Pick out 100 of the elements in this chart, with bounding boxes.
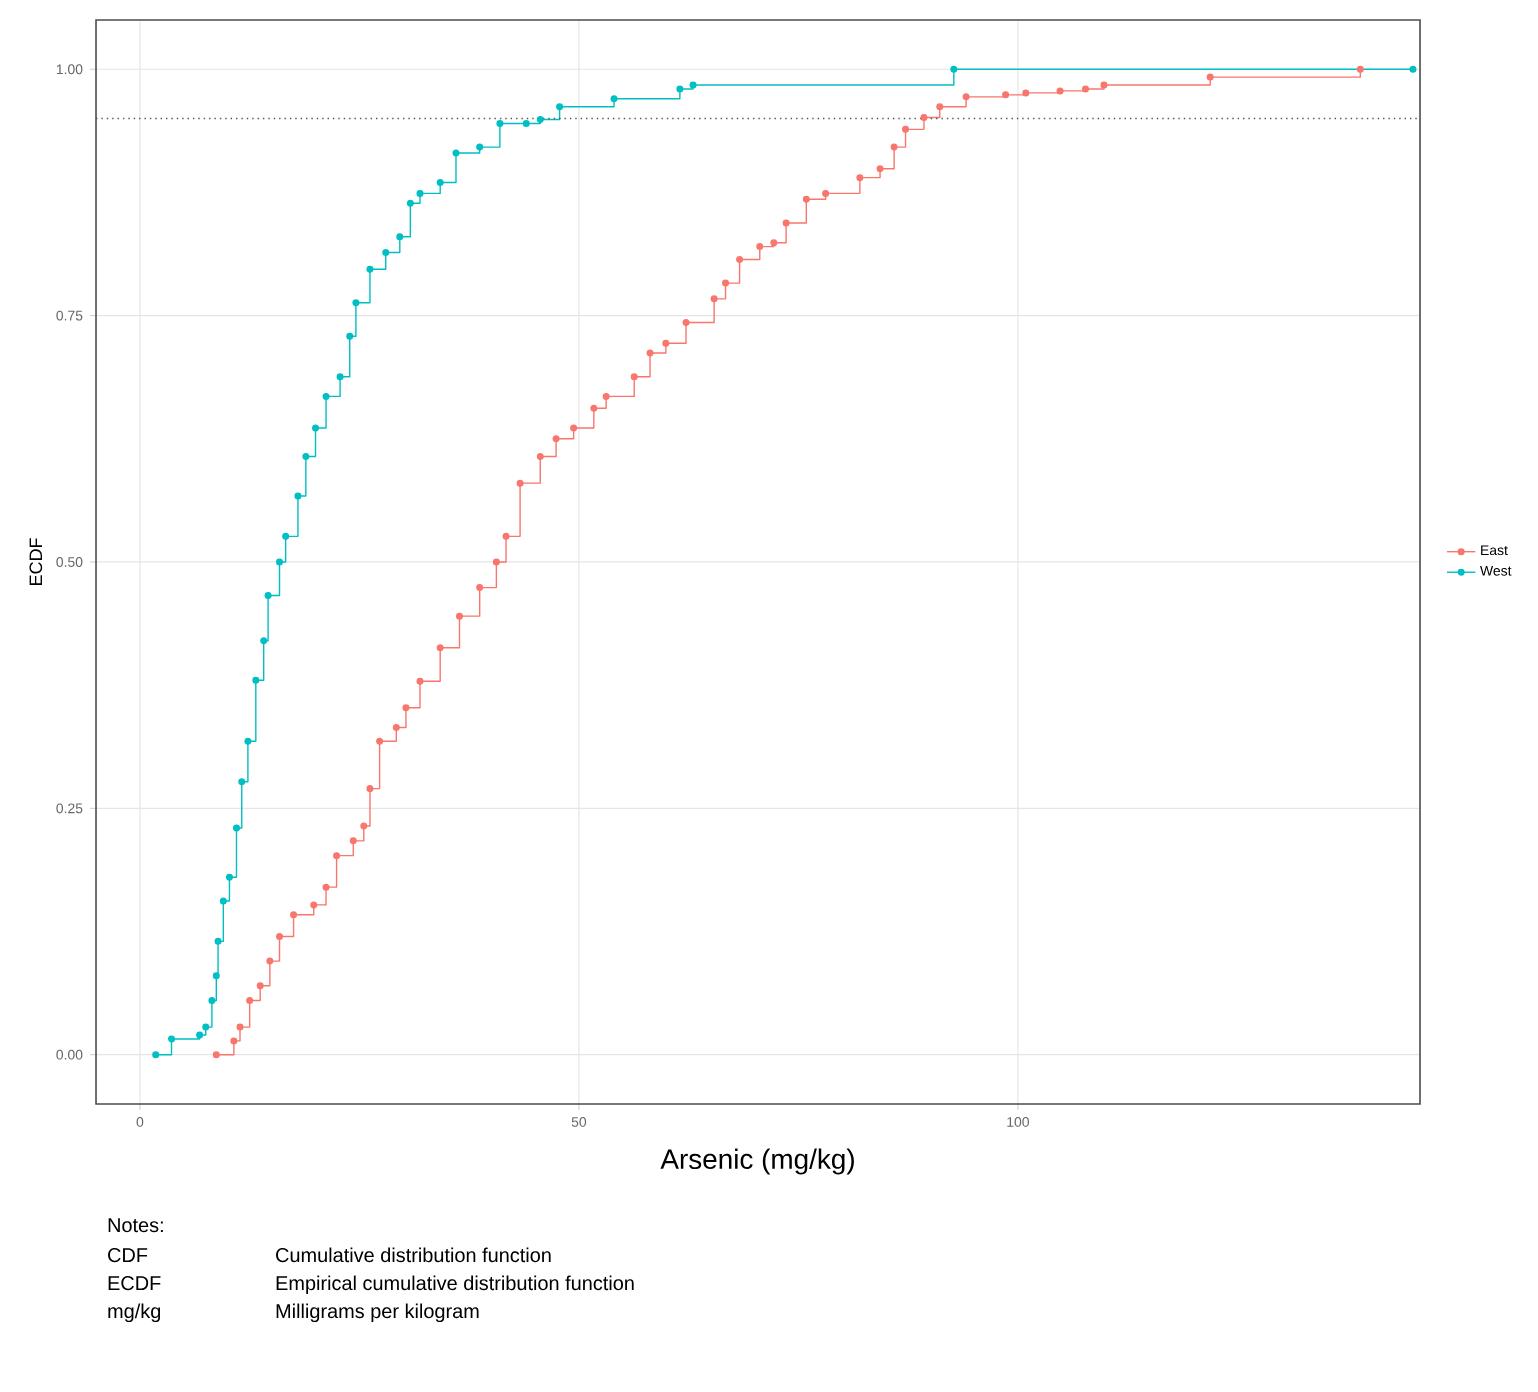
point [416,189,424,197]
point [722,279,730,287]
point [276,932,284,940]
point [302,453,310,461]
point [676,85,684,93]
point [552,435,560,443]
point [646,349,654,357]
point [264,591,272,599]
point [349,837,357,845]
point [168,1035,176,1043]
point [1206,73,1214,81]
point [502,532,510,540]
point [352,299,360,307]
x-axis-title: Arsenic (mg/kg) [660,1148,854,1175]
point [1056,87,1064,95]
point [950,65,958,73]
point [822,189,830,197]
point [556,103,564,111]
point [152,1051,160,1059]
point [492,558,500,566]
point [244,737,252,745]
point [310,901,318,909]
text: Notes: [108,1218,163,1233]
point [336,373,344,381]
point [416,677,424,685]
point [602,392,610,400]
point [682,319,690,326]
point [1082,85,1090,93]
point [689,81,697,89]
point [876,165,884,173]
point [890,143,898,151]
point [1022,89,1030,97]
point [710,295,718,303]
point [376,737,384,745]
point [396,233,404,241]
point [236,1023,244,1031]
text: Cumulative distribution function [276,1247,551,1263]
point [436,644,444,652]
point [260,637,268,645]
point [252,676,260,684]
point [202,1023,210,1031]
point [770,239,778,247]
text: mg/kg [108,1303,161,1323]
y-axis-title: ECDF [29,538,43,585]
point [208,997,216,1004]
point [902,125,910,133]
point [496,119,504,127]
point [294,492,302,500]
text: Empirical cumulative distribution function [276,1275,634,1295]
point [366,265,374,273]
point [782,219,790,227]
point [736,255,744,263]
point [366,785,374,793]
point [212,972,220,980]
point [936,103,944,111]
point [322,392,330,400]
point [196,1031,204,1039]
point [756,243,764,251]
point [219,897,227,905]
point [610,95,618,103]
point [920,114,928,122]
point [402,704,410,712]
point [536,115,544,123]
point [452,149,460,157]
text: Milligrams per kilogram [276,1303,479,1323]
point [392,724,400,732]
point [230,1037,238,1045]
point [282,532,290,540]
point [962,93,970,101]
point [256,982,264,990]
point [360,822,368,830]
point [406,199,414,207]
point [662,339,670,347]
point [290,911,298,919]
point [346,332,354,340]
point [570,424,578,432]
point [1356,65,1364,73]
point [232,824,240,832]
point [436,179,444,187]
point [333,852,341,860]
point [276,558,284,566]
point [630,373,638,381]
point [476,143,484,151]
point [382,249,390,257]
point [476,584,484,592]
point [1002,91,1010,99]
point [246,997,254,1004]
point [1409,65,1417,73]
point [522,119,530,127]
point [225,873,233,881]
point [322,883,330,891]
point [212,1051,220,1059]
point [590,404,598,412]
point [802,195,810,203]
point [1100,81,1108,89]
point [312,424,320,432]
text: ECDF [108,1276,161,1291]
point [856,174,864,182]
point [536,453,544,461]
point [456,612,463,620]
